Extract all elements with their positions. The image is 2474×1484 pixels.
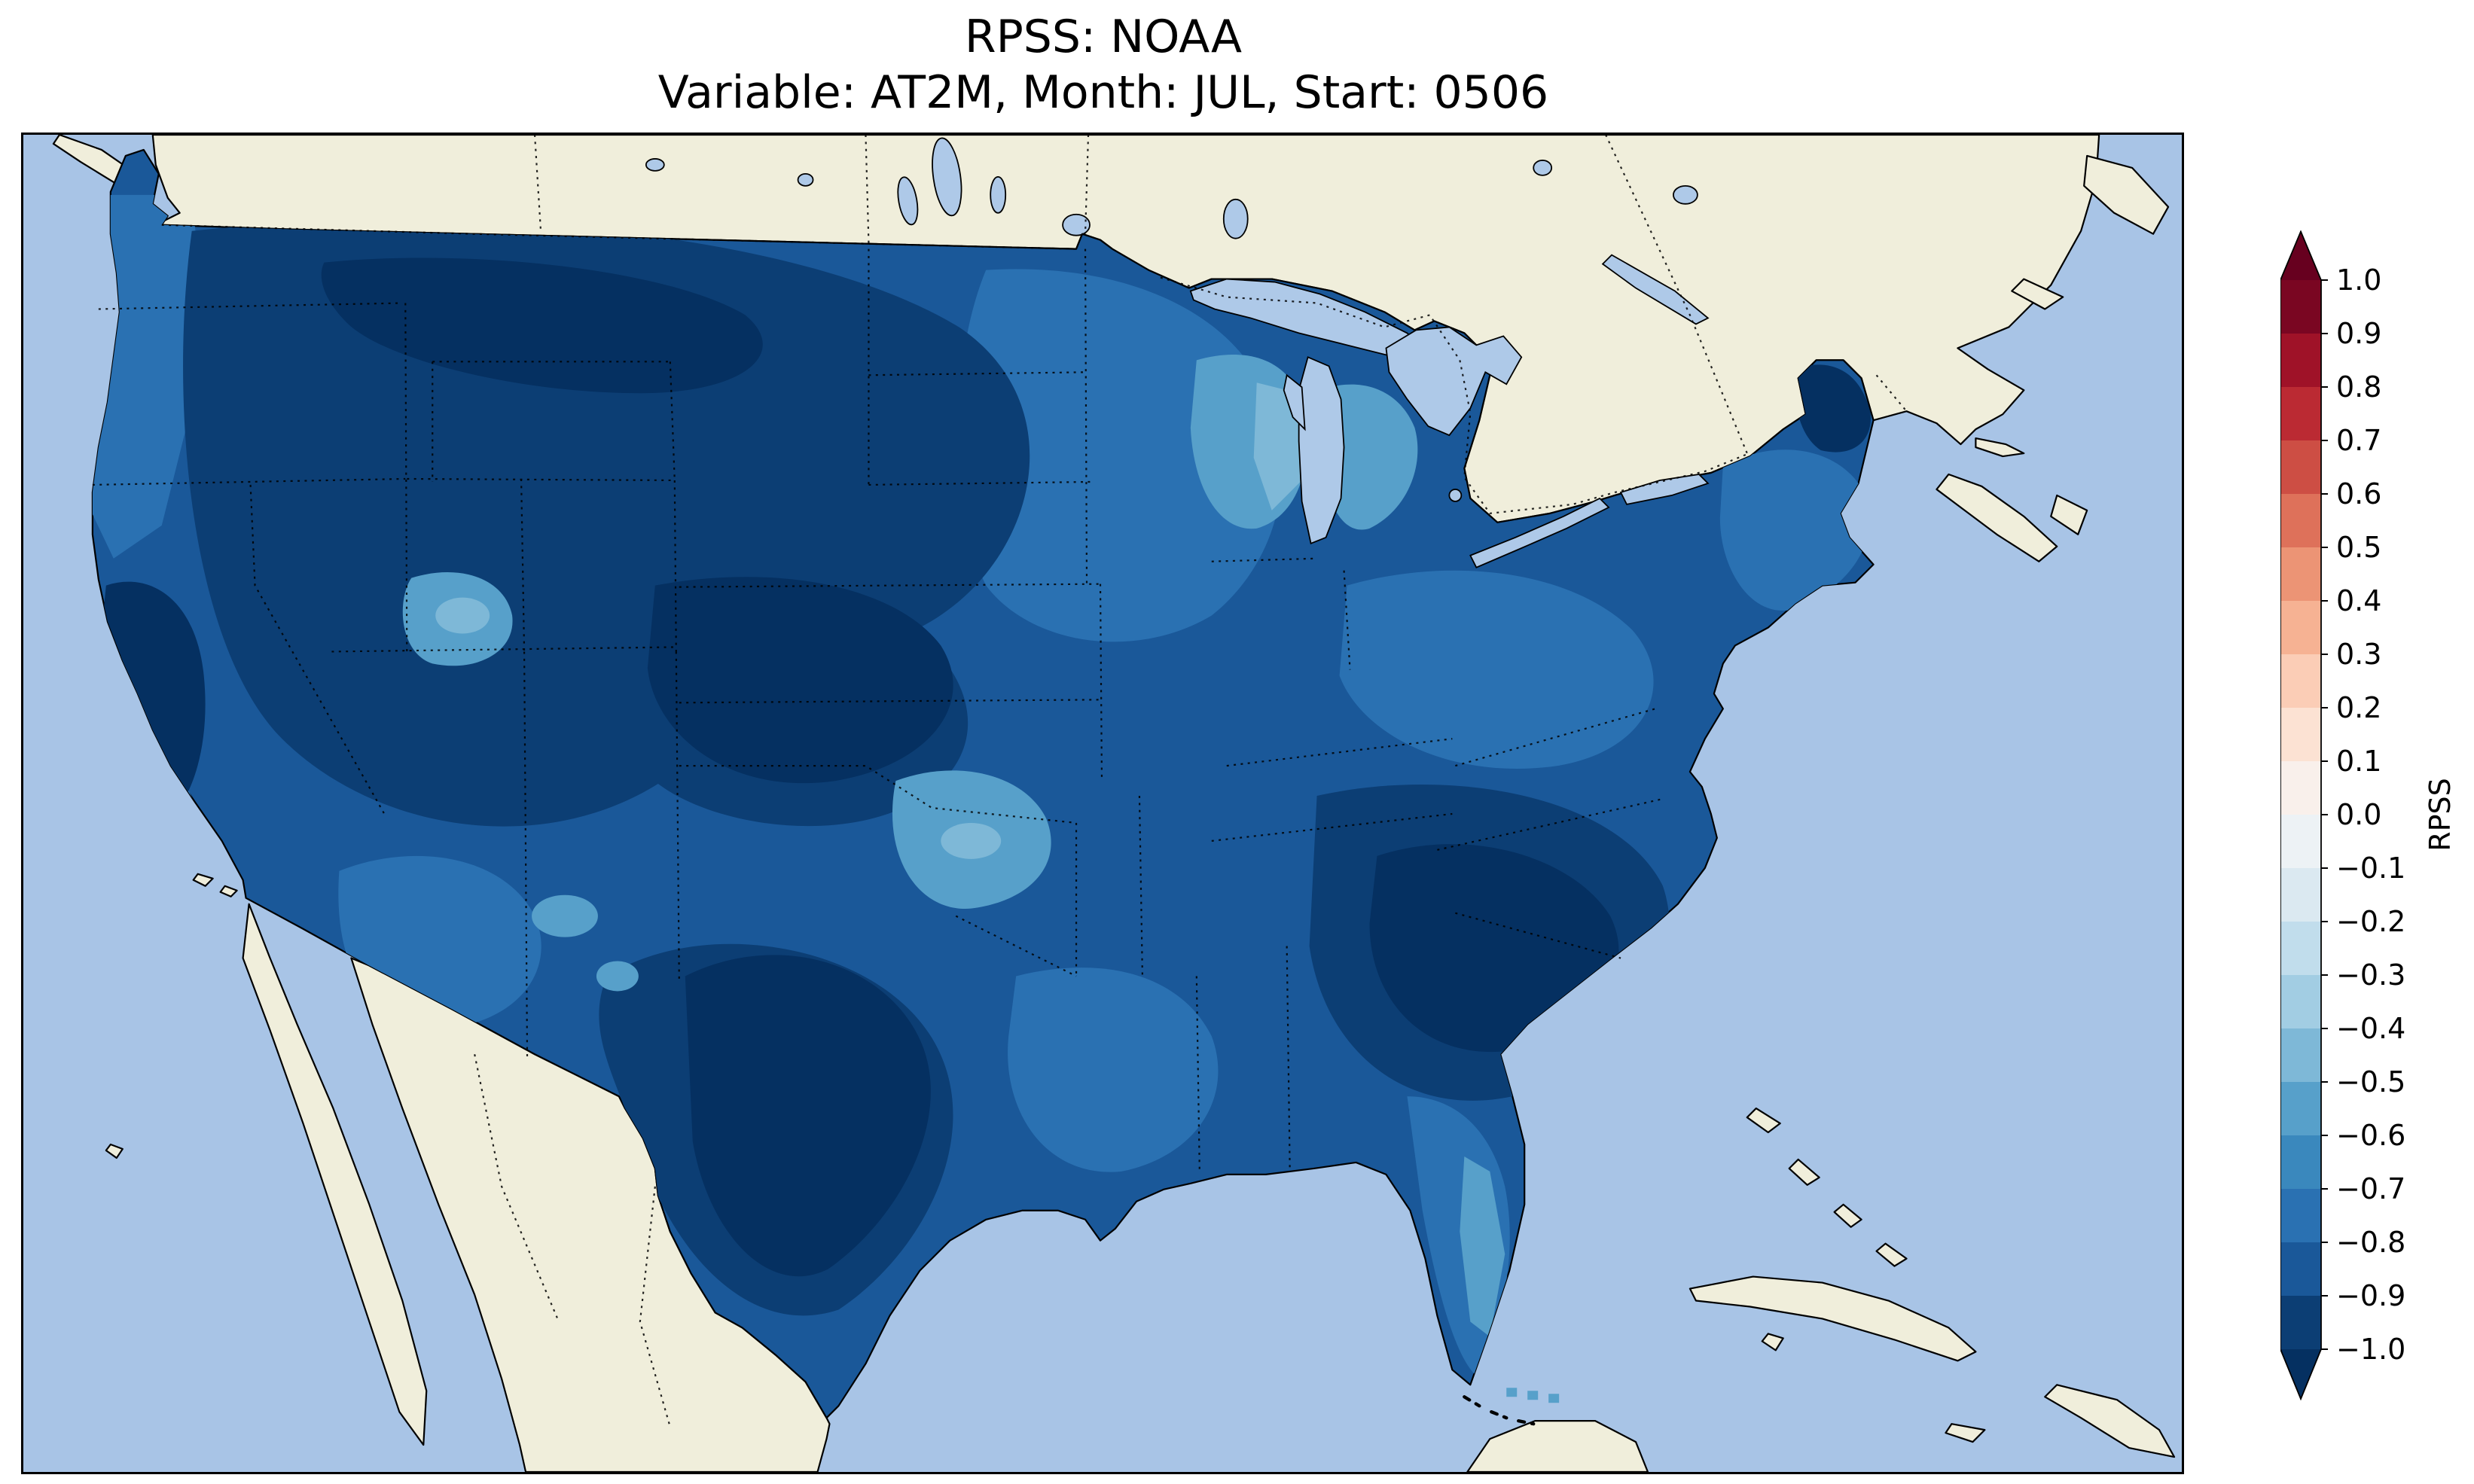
figure-title: RPSS: NOAA <box>964 11 1243 63</box>
colorbar-segment <box>2280 1135 2321 1190</box>
colorbar-segment <box>2280 761 2321 815</box>
rpss-patch-lighter-lakeshore-west <box>1253 382 1302 510</box>
lake-ontario <box>1619 474 1710 505</box>
colorbar-segment <box>2280 334 2321 388</box>
colorbar-tick-label: 0.5 <box>2336 531 2382 564</box>
anticosti-island <box>2011 278 2064 310</box>
mexico-state-borders <box>474 1054 671 1428</box>
map-frame <box>21 133 2184 1474</box>
colorbar-segment <box>2280 1189 2321 1243</box>
colorbar-segment <box>2280 708 2321 762</box>
colorbar-tick-label: 0.6 <box>2336 477 2382 510</box>
title-block: RPSS: NOAA Variable: AT2M, Month: JUL, S… <box>0 9 2207 120</box>
green-bay <box>1283 373 1306 431</box>
colorbar-segment <box>2280 868 2321 922</box>
yucatan-peninsula <box>1466 1420 1649 1472</box>
colorbar-segments <box>2280 280 2321 1350</box>
florida-keys <box>1463 1395 1536 1426</box>
colorbar-tick-label: 0.4 <box>2336 584 2382 617</box>
colorbar-tick-label: −0.4 <box>2336 1012 2406 1045</box>
rpss-patch-light-florida-strip <box>1460 1156 1505 1337</box>
lake-michigan <box>1298 356 1345 545</box>
cuba-island <box>1688 1275 1977 1362</box>
colorbar-segment <box>2280 975 2321 1029</box>
nova-scotia <box>1936 473 2058 562</box>
colorbar-tick-label: 0.0 <box>2336 798 2382 831</box>
rpss-patch-light-new-mexico-2 <box>596 961 639 992</box>
colorbar-tick-label: 1.0 <box>2336 264 2382 297</box>
colorbar-tick-labels: 1.0 0.9 0.8 0.7 0.6 0.5 0.4 0.3 0.2 0.1 0.0 −0.1 −0.… <box>2336 230 2427 1400</box>
cape-breton-island <box>2050 494 2088 535</box>
colorbar <box>2280 230 2328 1400</box>
rpss-patch-darkest-plains <box>647 577 953 784</box>
colorbar-tick-label: −1.0 <box>2336 1333 2406 1366</box>
rpss-patch-darkest-central-texas <box>685 955 931 1277</box>
rpss-patch-medium-new-england <box>1719 449 1870 611</box>
rpss-patch-lighter-ozarks-core <box>941 822 1002 859</box>
colorbar-tick-label: −0.3 <box>2336 958 2406 992</box>
baja-california-peninsula <box>242 903 428 1446</box>
colorbar-tick-label: −0.1 <box>2336 852 2406 885</box>
colorbar-tick-label: −0.9 <box>2336 1279 2406 1312</box>
colorbar-tick-label: 0.9 <box>2336 317 2382 350</box>
colorbar-tick-label: 0.7 <box>2336 424 2382 457</box>
colorbar-tick-label: 0.1 <box>2336 745 2382 778</box>
colorbar-tick-label: −0.6 <box>2336 1119 2406 1152</box>
colorbar-tick-label: 0.8 <box>2336 370 2382 404</box>
colorbar-segment <box>2280 1242 2321 1297</box>
bahamas-islands <box>1746 1107 1908 1351</box>
rpss-patch-light-michigan <box>1319 384 1418 530</box>
prince-edward-island <box>1975 437 2025 458</box>
lake-erie <box>1469 497 1610 568</box>
stray-ocean-cells <box>1506 1388 1560 1403</box>
colorbar-segment <box>2280 280 2321 334</box>
canada-province-borders <box>533 135 1908 454</box>
colorbar-segment <box>2280 601 2321 655</box>
rpss-patch-medium-ohio-valley-east <box>1339 570 1654 769</box>
rpss-patch-darkest-southeast-core <box>1369 844 1619 1053</box>
colorbar-segment <box>2280 1082 2321 1136</box>
rpss-patch-lighter-utah-core <box>435 597 490 634</box>
colorbar-segment <box>2280 547 2321 602</box>
jamaica-island <box>1945 1423 1986 1443</box>
rpss-patch-darkest-maine <box>1795 364 1871 453</box>
colorbar-tick-label: −0.5 <box>2336 1065 2406 1099</box>
lake-st-clair <box>1448 489 1463 502</box>
map-canvas <box>23 135 2182 1472</box>
colorbar-axis-label: RPSS <box>2424 778 2457 852</box>
colorbar-segment <box>2280 922 2321 976</box>
colorbar-tick-label: −0.7 <box>2336 1172 2406 1205</box>
colorbar-extend-upper <box>2280 231 2321 280</box>
rpss-patch-medium-gulf-coast <box>1008 967 1219 1172</box>
figure-subtitle: Variable: AT2M, Month: JUL, Start: 0506 <box>657 66 1549 119</box>
colorbar-extend-lower <box>2280 1349 2321 1399</box>
rpss-patch-light-new-mexico-1 <box>532 894 598 937</box>
great-lakes <box>1189 278 1710 568</box>
us-canada-border-line <box>161 224 1746 515</box>
colorbar-tick-label: −0.8 <box>2336 1226 2406 1259</box>
colorbar-segment <box>2280 815 2321 869</box>
colorbar-segment <box>2280 440 2321 495</box>
us-state-borders <box>92 248 1664 1172</box>
canada-lakes <box>645 137 1710 325</box>
colorbar-segment <box>2280 1296 2321 1350</box>
channel-and-guadalupe-islands <box>105 873 238 1159</box>
colorbar-tick-label: 0.3 <box>2336 638 2382 671</box>
colorbar-segment <box>2280 494 2321 548</box>
hispaniola-island <box>2044 1384 2176 1458</box>
newfoundland-island <box>2083 154 2170 235</box>
colorbar-segment <box>2280 654 2321 708</box>
rpss-patch-darkest-montana <box>321 257 763 394</box>
colorbar-tick-label: −0.2 <box>2336 905 2406 938</box>
colorbar-segment <box>2280 387 2321 441</box>
colorbar-tick-label: 0.2 <box>2336 691 2382 724</box>
us-rpss-patches <box>92 194 1871 1375</box>
lake-huron <box>1385 326 1523 437</box>
colorbar-ticks <box>2321 279 2328 1350</box>
colorbar-segment <box>2280 1028 2321 1083</box>
